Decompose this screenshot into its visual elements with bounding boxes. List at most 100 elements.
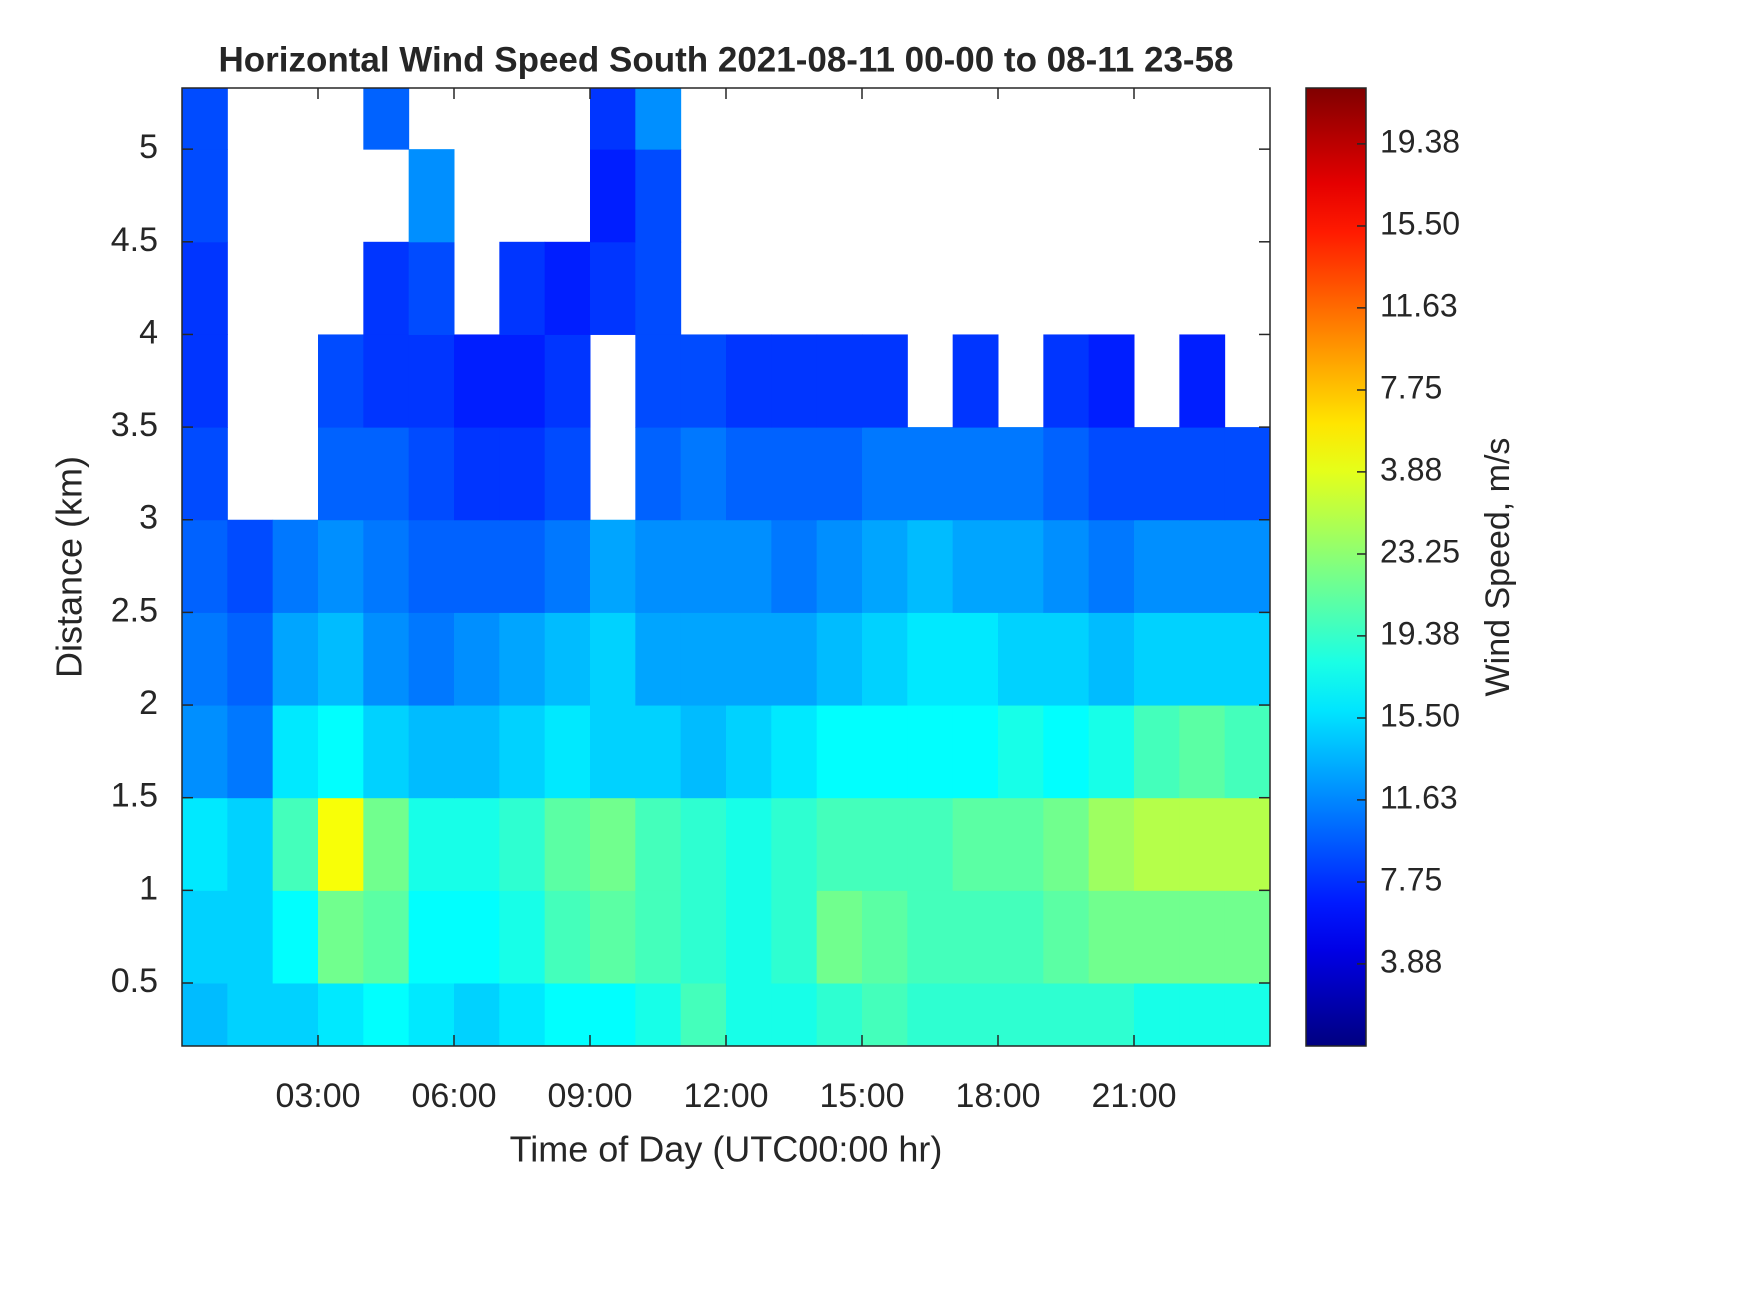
heat-cell bbox=[590, 705, 636, 799]
heat-cell bbox=[680, 427, 727, 521]
heat-cell bbox=[454, 797, 500, 891]
heat-cell bbox=[771, 982, 818, 1047]
heat-cell bbox=[816, 890, 863, 984]
heat-cell bbox=[907, 612, 954, 706]
heat-cell bbox=[227, 890, 274, 984]
heat-cell bbox=[272, 982, 319, 1047]
heat-cell bbox=[499, 241, 546, 335]
heat-cell bbox=[590, 982, 636, 1047]
y-axis-label: Distance (km) bbox=[49, 456, 90, 678]
heat-cell bbox=[1179, 519, 1226, 613]
heat-cell bbox=[1088, 427, 1135, 521]
heat-cell bbox=[182, 241, 228, 335]
heat-cell bbox=[272, 705, 319, 799]
heat-cell bbox=[1179, 427, 1226, 521]
heat-cell bbox=[272, 519, 319, 613]
heat-cell bbox=[454, 427, 500, 521]
heat-cell bbox=[590, 612, 636, 706]
y-tick-label: 4.5 bbox=[111, 221, 158, 259]
heat-cell bbox=[227, 797, 274, 891]
heat-cell bbox=[544, 705, 591, 799]
heat-cell bbox=[635, 890, 682, 984]
heat-cell bbox=[272, 890, 319, 984]
heat-cell bbox=[363, 890, 410, 984]
colorbar-tick-label: 11.63 bbox=[1380, 779, 1458, 815]
colorbar-tick-label: 3.88 bbox=[1380, 943, 1442, 979]
heat-cell bbox=[499, 427, 546, 521]
heat-cell bbox=[635, 427, 682, 521]
heat-cell bbox=[454, 519, 500, 613]
heat-cell bbox=[182, 612, 228, 706]
heat-cell bbox=[544, 890, 591, 984]
heat-cell bbox=[318, 890, 364, 984]
colorbar-tick-label: 19.38 bbox=[1380, 615, 1460, 651]
heat-cell bbox=[1224, 612, 1271, 706]
heat-cell bbox=[998, 982, 1044, 1047]
heat-cell bbox=[952, 612, 999, 706]
heat-cell bbox=[182, 519, 228, 613]
heat-cell bbox=[862, 334, 908, 428]
heat-cell bbox=[952, 519, 999, 613]
heat-cell bbox=[499, 705, 546, 799]
heat-cell bbox=[590, 519, 636, 613]
heat-cell bbox=[952, 334, 999, 428]
heat-cell bbox=[1224, 890, 1271, 984]
heat-cell bbox=[499, 334, 546, 428]
heat-cell bbox=[862, 612, 908, 706]
heat-cell bbox=[635, 982, 682, 1047]
heat-cell bbox=[998, 427, 1044, 521]
heat-cell bbox=[182, 982, 228, 1047]
heat-cell bbox=[680, 705, 727, 799]
heat-cell bbox=[363, 88, 410, 150]
heat-cell bbox=[499, 797, 546, 891]
heat-cell bbox=[635, 88, 682, 150]
heat-cell bbox=[227, 612, 274, 706]
heat-cell bbox=[726, 427, 772, 521]
colorbar-tick-label: 7.75 bbox=[1380, 861, 1442, 897]
chart-title: Horizontal Wind Speed South 2021-08-11 0… bbox=[218, 40, 1233, 79]
heat-cell bbox=[862, 890, 908, 984]
heat-cell bbox=[816, 334, 863, 428]
heat-cell bbox=[408, 890, 455, 984]
heat-cell bbox=[771, 427, 818, 521]
heat-cell bbox=[680, 890, 727, 984]
y-tick-label: 4 bbox=[139, 313, 158, 351]
heat-cell bbox=[771, 612, 818, 706]
heat-cell bbox=[1134, 797, 1180, 891]
heat-cell bbox=[726, 519, 772, 613]
heat-cell bbox=[771, 797, 818, 891]
heat-cell bbox=[1179, 890, 1226, 984]
heat-cell bbox=[544, 427, 591, 521]
heat-cell bbox=[454, 705, 500, 799]
heat-cell bbox=[907, 797, 954, 891]
heat-cell bbox=[1134, 427, 1180, 521]
heat-cell bbox=[318, 982, 364, 1047]
heat-cell bbox=[590, 890, 636, 984]
heat-cell bbox=[635, 612, 682, 706]
heat-cell bbox=[862, 705, 908, 799]
heat-cell bbox=[1224, 982, 1271, 1047]
heat-cell bbox=[318, 705, 364, 799]
heat-cell bbox=[816, 982, 863, 1047]
heat-cell bbox=[816, 797, 863, 891]
heat-cell bbox=[907, 519, 954, 613]
heat-cell bbox=[635, 797, 682, 891]
heat-cell bbox=[318, 334, 364, 428]
y-tick-label: 1.5 bbox=[111, 777, 158, 815]
heat-cell bbox=[726, 334, 772, 428]
heat-cell bbox=[182, 797, 228, 891]
heat-cell bbox=[408, 612, 455, 706]
heat-cell bbox=[952, 797, 999, 891]
heat-cell bbox=[363, 797, 410, 891]
heat-cell bbox=[318, 797, 364, 891]
heat-cell bbox=[454, 334, 500, 428]
heat-cell bbox=[726, 982, 772, 1047]
heat-cell bbox=[1088, 705, 1135, 799]
heat-cell bbox=[1088, 519, 1135, 613]
heat-cell bbox=[318, 612, 364, 706]
colorbar-tick-label: 3.88 bbox=[1380, 451, 1442, 487]
heat-cell bbox=[907, 705, 954, 799]
colorbar-tick-label: 11.63 bbox=[1380, 287, 1458, 323]
heat-cell bbox=[1043, 612, 1090, 706]
heat-cell bbox=[1088, 334, 1135, 428]
